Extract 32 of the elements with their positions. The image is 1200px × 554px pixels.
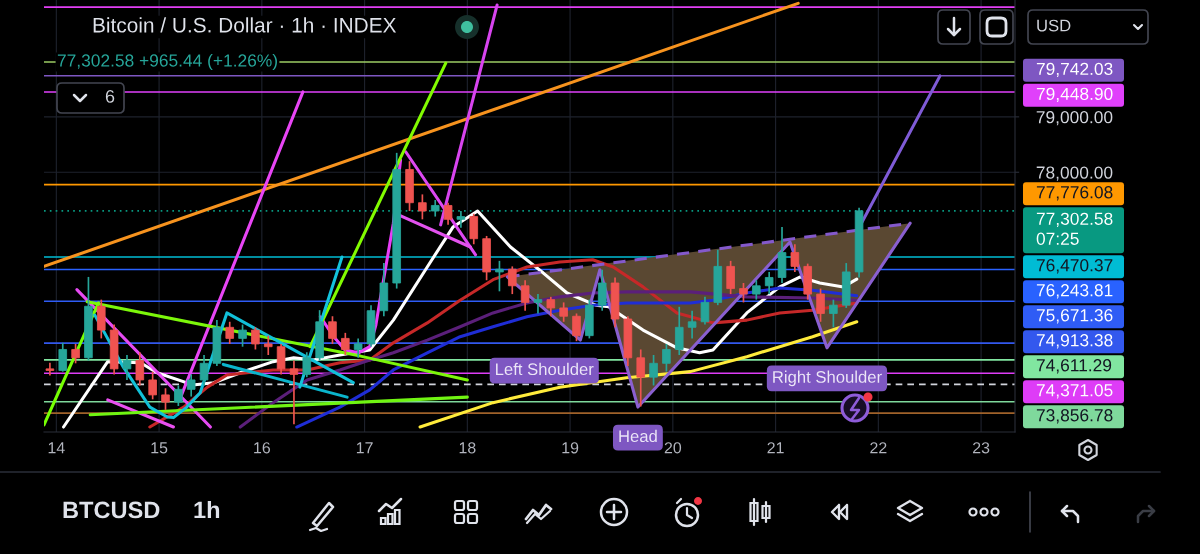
ref-line-label: 75,671.36 xyxy=(1036,309,1113,324)
x-tick-label: 22 xyxy=(870,442,887,454)
ref-line-label: 76,243.81 xyxy=(1036,284,1113,299)
text: Bitcoin / U.S. Dollar · 1h · INDEX xyxy=(93,17,397,33)
ref-line-label: 76,470.37 xyxy=(1036,259,1113,274)
text: BTCUSD xyxy=(63,501,160,519)
ref-line-label: 77,776.08 xyxy=(1036,186,1113,201)
x-tick-label: 18 xyxy=(459,442,476,454)
y-tick-label: 78,000.00 xyxy=(1036,166,1113,181)
annotation: Head xyxy=(619,429,657,443)
ref-line-label: 73,856.78 xyxy=(1036,409,1113,424)
ref-line-label: 74,913.38 xyxy=(1036,334,1113,349)
ref-line-label: 79,742.03 xyxy=(1036,62,1113,78)
y-tick-label: 79,000.00 xyxy=(1036,111,1113,126)
x-tick-label: 23 xyxy=(973,442,990,454)
x-tick-label: 15 xyxy=(151,442,168,454)
x-tick-label: 14 xyxy=(48,442,65,454)
text: 77,302.58 +965.44 (+1.26%) xyxy=(57,53,277,71)
x-tick-label: 19 xyxy=(562,442,579,454)
ref-line-label: 79,448.90 xyxy=(1036,87,1113,103)
x-tick-label: 16 xyxy=(254,442,271,454)
x-tick-label: 20 xyxy=(664,442,682,454)
annotation: 6 xyxy=(105,90,115,103)
ref-line-label: 74,371.05 xyxy=(1036,384,1113,399)
ref-line-label: 77,302.58 07:25 xyxy=(1036,212,1113,245)
ref-line-label: 74,611.29 xyxy=(1036,359,1112,374)
text: USD xyxy=(1037,19,1071,32)
annotation: Left Shoulder xyxy=(496,362,594,376)
x-tick-label: 21 xyxy=(767,442,784,454)
annotation: Right Shoulder xyxy=(773,370,882,387)
text: 1h xyxy=(194,500,220,519)
x-tick-label: 17 xyxy=(356,442,373,454)
